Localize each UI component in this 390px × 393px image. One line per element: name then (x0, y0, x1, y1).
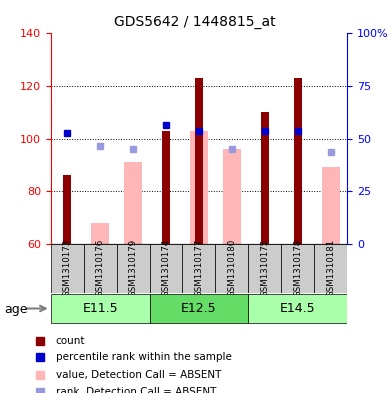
Text: GSM1310173: GSM1310173 (63, 239, 72, 298)
Bar (162, 130, 170, 244)
Bar (63, 175, 71, 244)
Text: count: count (56, 336, 85, 346)
Text: E12.5: E12.5 (181, 302, 217, 315)
Text: value, Detection Call = ABSENT: value, Detection Call = ABSENT (56, 370, 221, 380)
Bar (117, 244, 149, 293)
Bar (223, 149, 241, 244)
Text: GSM1310174: GSM1310174 (161, 239, 170, 298)
Bar (183, 244, 215, 293)
Text: GSM1310176: GSM1310176 (96, 239, 105, 298)
Bar (314, 244, 347, 293)
Bar (322, 167, 340, 244)
Bar (215, 244, 248, 293)
Bar (195, 78, 203, 244)
Text: E11.5: E11.5 (82, 302, 118, 315)
Bar (149, 294, 248, 323)
Text: GSM1310180: GSM1310180 (227, 239, 236, 298)
Bar (91, 222, 109, 244)
Bar (83, 244, 117, 293)
Bar (261, 112, 269, 244)
Text: GSM1310178: GSM1310178 (293, 239, 302, 298)
Text: GSM1310179: GSM1310179 (129, 239, 138, 297)
Bar (149, 244, 183, 293)
Bar (51, 244, 83, 293)
Bar (294, 78, 302, 244)
Text: rank, Detection Call = ABSENT: rank, Detection Call = ABSENT (56, 387, 216, 393)
Text: percentile rank within the sample: percentile rank within the sample (56, 353, 232, 362)
Text: GSM1310175: GSM1310175 (260, 239, 269, 298)
Bar (51, 294, 149, 323)
Bar (281, 244, 314, 293)
Bar (248, 244, 281, 293)
Text: E14.5: E14.5 (280, 302, 316, 315)
Bar (124, 162, 142, 244)
Bar (248, 294, 347, 323)
Text: GSM1310181: GSM1310181 (326, 239, 335, 298)
Text: GDS5642 / 1448815_at: GDS5642 / 1448815_at (114, 15, 276, 29)
Text: GSM1310177: GSM1310177 (194, 239, 204, 298)
Text: age: age (4, 303, 27, 316)
Bar (190, 130, 208, 244)
